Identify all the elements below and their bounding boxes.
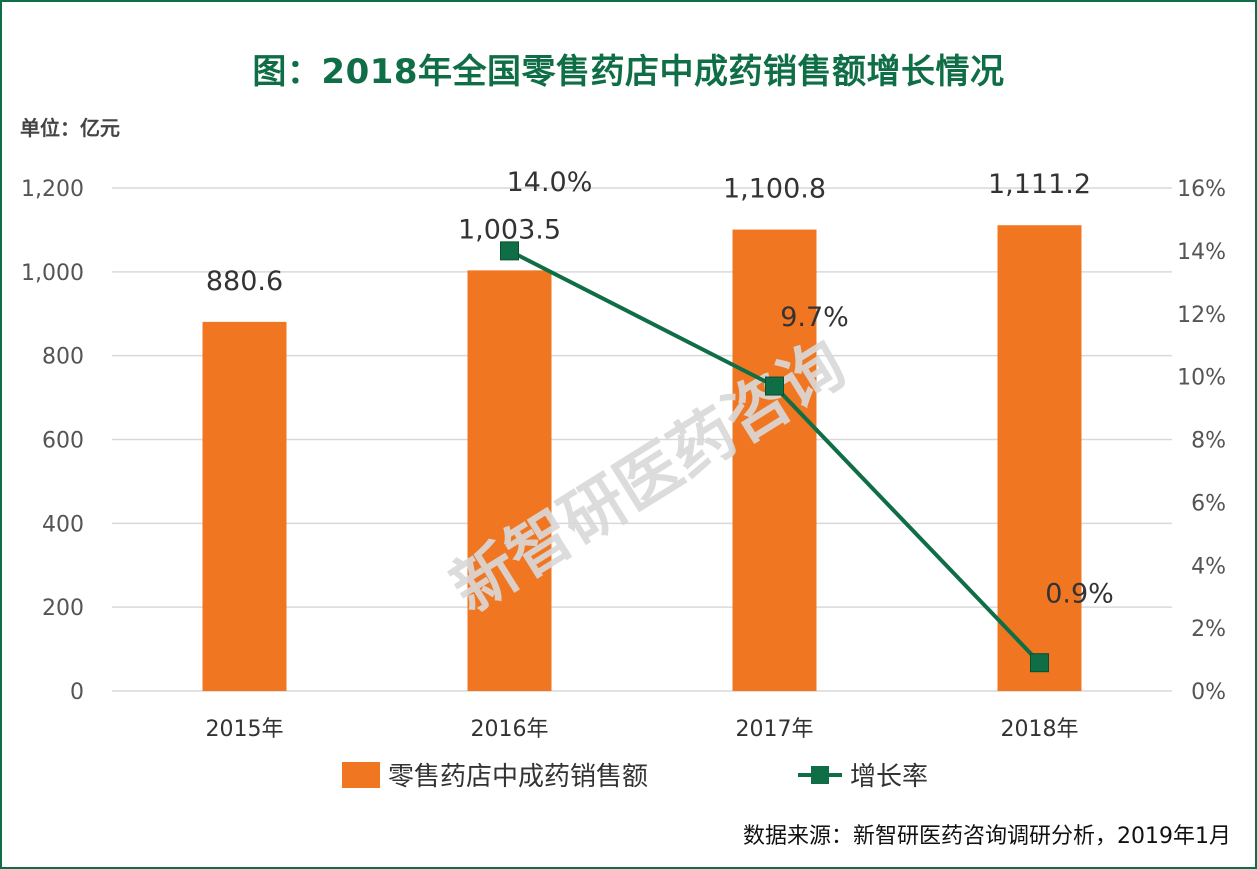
y-right-tick-label: 4%	[1191, 554, 1226, 579]
y-right-tick-label: 12%	[1177, 303, 1226, 328]
gridlines	[112, 187, 1172, 692]
y-left-tick-label: 0	[70, 680, 84, 705]
unit-label: 单位：亿元	[20, 116, 120, 140]
y-right-tick-label: 16%	[1177, 177, 1226, 202]
legend-bar-label: 零售药店中成药销售额	[388, 762, 648, 792]
y-left-tick-label: 600	[42, 429, 84, 454]
y-right-tick-label: 2%	[1191, 617, 1226, 642]
x-category-label: 2018年	[1001, 717, 1079, 742]
data-labels: 880.6 1,003.5 1,100.8 1,111.2 14.0% 9.7% 0.9%	[206, 167, 1114, 610]
bar	[202, 321, 287, 691]
bar	[732, 229, 817, 691]
y-axis-right: 0% 2% 4% 6% 8% 10% 12% 14% 16%	[1177, 177, 1226, 705]
chart-title: 图：2018年全国零售药店中成药销售额增长情况	[252, 52, 1005, 92]
x-category-label: 2016年	[471, 717, 549, 742]
y-left-tick-label: 200	[42, 596, 84, 621]
growth-marker	[1030, 653, 1049, 673]
y-left-tick-label: 1,000	[21, 261, 84, 286]
bar-series	[202, 225, 1082, 692]
growth-marker	[765, 376, 784, 396]
x-axis: 2015年 2016年 2017年 2018年	[206, 717, 1079, 742]
y-left-tick-label: 800	[42, 345, 84, 370]
bar	[997, 225, 1082, 692]
y-left-tick-label: 1,200	[21, 177, 84, 202]
y-right-tick-label: 10%	[1177, 366, 1226, 391]
x-category-label: 2017年	[736, 717, 814, 742]
y-right-tick-label: 0%	[1191, 680, 1226, 705]
growth-data-label: 0.9%	[1045, 579, 1114, 610]
growth-data-label: 9.7%	[780, 302, 849, 333]
y-left-tick-label: 400	[42, 512, 84, 537]
bar-data-label: 1,111.2	[988, 169, 1091, 200]
y-axis-left: 0 200 400 600 800 1,000 1,200	[21, 177, 84, 705]
legend: 零售药店中成药销售额 增长率	[342, 762, 928, 792]
bar	[467, 270, 552, 691]
bar-data-label: 1,003.5	[458, 214, 561, 245]
legend-bar-swatch	[342, 762, 380, 788]
line-series	[500, 241, 1049, 673]
growth-marker	[500, 241, 519, 261]
legend-line-label: 增长率	[850, 762, 928, 792]
growth-data-label: 14.0%	[507, 167, 593, 198]
y-right-tick-label: 6%	[1191, 491, 1226, 516]
y-right-tick-label: 8%	[1191, 429, 1226, 454]
x-category-label: 2015年	[206, 717, 284, 742]
legend-line-marker	[811, 766, 829, 784]
source-note: 数据来源：新智研医药咨询调研分析，2019年1月	[743, 824, 1231, 849]
bar-data-label: 1,100.8	[723, 174, 826, 205]
y-right-tick-label: 14%	[1177, 240, 1226, 265]
bar-data-label: 880.6	[206, 266, 283, 297]
